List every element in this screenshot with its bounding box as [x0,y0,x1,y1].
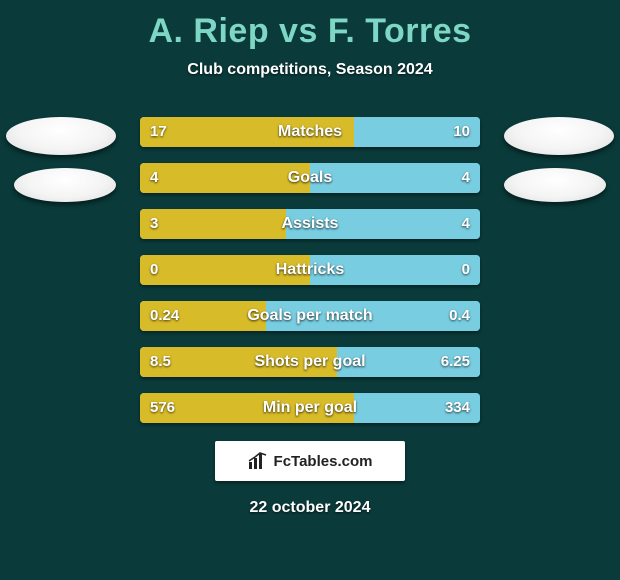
value-left: 3 [150,209,158,239]
bar-left [140,117,354,147]
bar-left [140,209,286,239]
stat-row: 8.56.25Shots per goal [0,347,620,377]
bar-track [140,301,480,331]
bar-right [310,163,480,193]
value-right: 334 [445,393,470,423]
value-left: 17 [150,117,167,147]
source-label: FcTables.com [274,453,373,470]
stat-row: 0.240.4Goals per match [0,301,620,331]
value-left: 576 [150,393,175,423]
page-title: A. Riep vs F. Torres [0,0,620,51]
bar-right [286,209,480,239]
value-right: 4 [462,209,470,239]
bar-track [140,255,480,285]
bar-track [140,347,480,377]
bar-track [140,117,480,147]
source-box: FcTables.com [215,441,405,481]
value-left: 0 [150,255,158,285]
bar-track [140,393,480,423]
chart-icon [248,452,268,470]
stat-row: 44Goals [0,163,620,193]
stat-row: 576334Min per goal [0,393,620,423]
value-right: 4 [462,163,470,193]
bar-left [140,255,310,285]
value-right: 0.4 [449,301,470,331]
value-left: 8.5 [150,347,171,377]
bar-right [266,301,480,331]
stat-row: 34Assists [0,209,620,239]
page-subtitle: Club competitions, Season 2024 [0,61,620,79]
comparison-chart: 1710Matches44Goals34Assists00Hattricks0.… [0,117,620,423]
bar-track [140,163,480,193]
value-right: 10 [453,117,470,147]
value-right: 6.25 [441,347,470,377]
bar-track [140,209,480,239]
bar-right [310,255,480,285]
value-left: 0.24 [150,301,179,331]
date-label: 22 october 2024 [0,499,620,517]
value-left: 4 [150,163,158,193]
value-right: 0 [462,255,470,285]
bar-left [140,163,310,193]
stat-row: 00Hattricks [0,255,620,285]
stat-row: 1710Matches [0,117,620,147]
